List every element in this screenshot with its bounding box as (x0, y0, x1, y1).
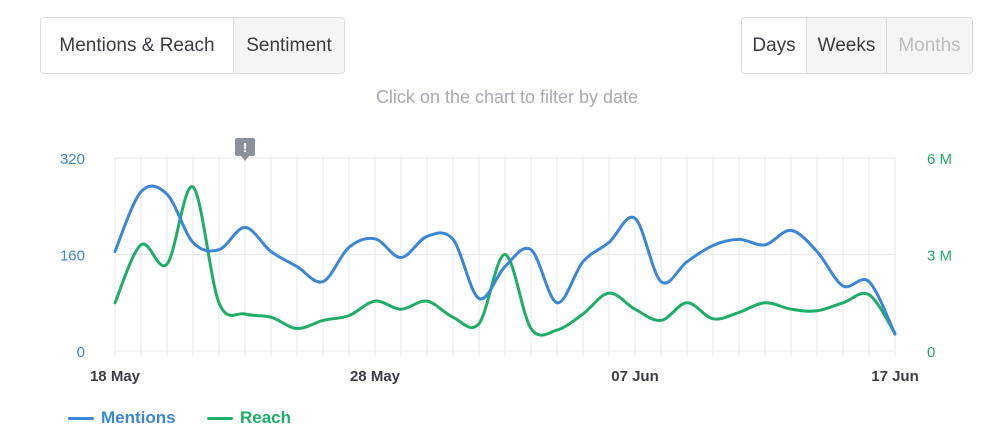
legend-reach-label: Reach (240, 408, 292, 427)
period-months-button: Months (886, 18, 972, 73)
legend-mentions[interactable]: Mentions (68, 408, 176, 428)
x-tick-label: 18 May (90, 368, 141, 385)
y-right-tick-label: 3 M (927, 248, 952, 265)
x-tick-label: 17 Jun (871, 368, 919, 385)
y-right-tick-label: 0 (927, 344, 935, 361)
legend-mentions-label: Mentions (101, 408, 176, 427)
x-tick-label: 28 May (350, 368, 401, 385)
y-left-tick-label: 0 (77, 344, 85, 361)
period-days-button[interactable]: Days (752, 34, 796, 56)
chart-hint: Click on the chart to filter by date (375, 87, 639, 107)
period-toggle: Days Weeks Months (741, 17, 973, 74)
y-left-tick-label: 320 (60, 151, 85, 168)
x-tick-label: 07 Jun (611, 368, 659, 385)
series-line-reach (113, 185, 897, 337)
period-weeks-button[interactable]: Weeks (806, 18, 886, 73)
annotation-marker-pointer (241, 156, 249, 161)
series-line-mentions (113, 184, 897, 336)
view-toggle: Mentions & Reach Sentiment (40, 17, 345, 74)
annotation-marker-label: ! (243, 140, 247, 155)
legend-reach[interactable]: Reach (207, 408, 291, 428)
mentions-reach-chart[interactable]: 0 160 320 0 3 M 6 M 18 May 28 May 07 Jun 17 Jun! (0, 0, 1000, 400)
tab-sentiment[interactable]: Sentiment (233, 18, 344, 73)
legend-reach-swatch (207, 416, 233, 420)
annotation-marker-icon (235, 138, 255, 156)
tab-mentions-reach[interactable]: Mentions & Reach (59, 34, 215, 56)
y-right-tick-label: 6 M (927, 151, 952, 168)
y-left-tick-label: 160 (60, 248, 85, 265)
legend-mentions-swatch (68, 416, 94, 420)
